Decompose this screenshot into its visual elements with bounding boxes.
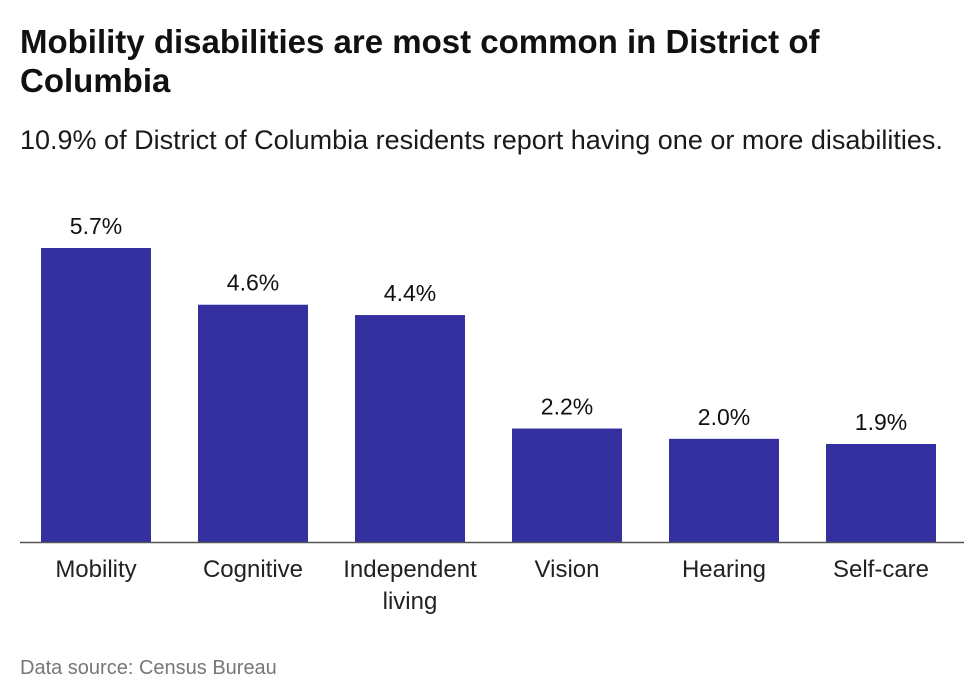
bar-independent-living (355, 315, 465, 542)
category-label-line: Vision (535, 556, 600, 583)
value-label: 1.9% (855, 409, 907, 435)
category-label-line: Mobility (55, 556, 136, 583)
category-label-line: Cognitive (203, 556, 303, 583)
bar-vision (512, 428, 622, 542)
value-label: 2.0% (698, 404, 750, 430)
category-label: Self-care (833, 556, 929, 583)
bar-hearing (669, 438, 779, 542)
category-label-line: Hearing (682, 556, 766, 583)
category-label: Hearing (682, 556, 766, 583)
data-source: Data source: Census Bureau (20, 657, 277, 679)
bar-self-care (826, 444, 936, 542)
value-label: 4.6% (227, 270, 279, 296)
category-label-line: Independent (343, 556, 477, 583)
value-label: 4.4% (384, 280, 436, 306)
chart-subtitle: 10.9% of District of Columbia residents … (20, 125, 943, 155)
category-labels-group: Mobility Cognitive Independent living Vision… (55, 556, 929, 615)
value-label: 2.2% (541, 394, 593, 420)
category-label: Independent living (343, 556, 477, 615)
value-labels-group: 5.7% 4.6% 4.4% 2.2% 2.0% 1.9% (70, 213, 907, 435)
category-label: Cognitive (203, 556, 303, 583)
category-label-line: Self-care (833, 556, 929, 583)
category-label-line: living (383, 588, 438, 615)
chart-title: Mobility disabilities are most common in… (20, 23, 820, 99)
value-label: 5.7% (70, 213, 122, 239)
category-label: Mobility (55, 556, 136, 583)
bars-group (41, 248, 936, 542)
bar-cognitive (198, 304, 308, 542)
category-label: Vision (535, 556, 600, 583)
bar-mobility (41, 248, 151, 542)
